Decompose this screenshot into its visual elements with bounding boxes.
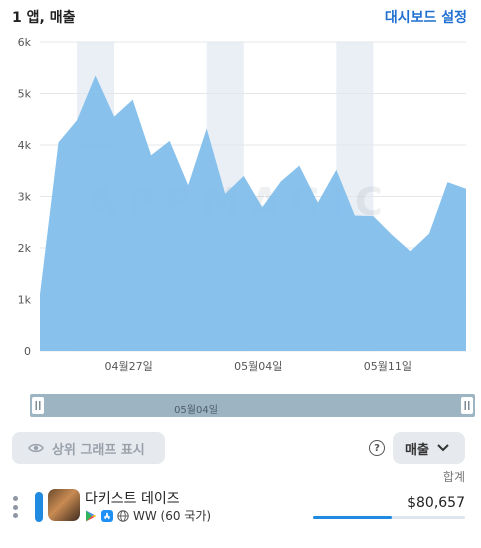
- y-tick-label: 2k: [18, 242, 32, 255]
- app-region: WW (60 국가): [133, 509, 212, 523]
- y-tick-label: 3k: [18, 191, 32, 204]
- range-handle-left-grip: [35, 401, 37, 410]
- y-tick-label: 0: [24, 345, 31, 358]
- app-row[interactable]: 다키스트 데이즈 WW (60 국가) $80,657: [0, 486, 481, 530]
- y-tick-label: 5k: [18, 88, 32, 101]
- range-handle-left-grip: [39, 401, 41, 410]
- show-top-graphs-button[interactable]: 상위 그래프 표시: [12, 432, 165, 464]
- show-top-graphs-label: 상위 그래프 표시: [52, 442, 145, 458]
- y-axis-labels: 0 1k 2k 3k 4k 5k 6k: [18, 36, 32, 358]
- page-title: 1 앱, 매출: [12, 10, 76, 26]
- header: 1 앱, 매출 대시보드 설정: [0, 0, 481, 34]
- app-revenue: $80,657: [407, 495, 465, 511]
- range-handle-right-grip: [464, 401, 466, 410]
- range-handle-right[interactable]: [461, 397, 473, 414]
- range-slider[interactable]: 05월04일: [30, 394, 475, 417]
- revenue-share-bar: [313, 516, 393, 519]
- y-tick-label: 1k: [18, 294, 32, 307]
- x-axis-labels: 04월27일 05월04일 05월11일: [104, 359, 412, 373]
- globe-icon: [117, 509, 129, 522]
- x-tick-label: 05월04일: [234, 359, 282, 373]
- metric-select-value: 매출: [405, 442, 429, 458]
- series-color-swatch[interactable]: [35, 492, 43, 522]
- total-column-header: 합계: [442, 470, 465, 484]
- app-store-icon: [101, 509, 113, 522]
- help-icon[interactable]: ?: [369, 440, 385, 456]
- y-tick-label: 6k: [18, 36, 32, 49]
- range-slider-label: 05월04일: [174, 404, 218, 416]
- range-slider-track[interactable]: [30, 394, 475, 417]
- chevron-down-icon: [437, 444, 449, 452]
- range-handle-right-grip: [468, 401, 470, 410]
- app-icon: [48, 489, 80, 521]
- x-tick-label: 04월27일: [104, 359, 152, 373]
- y-tick-label: 4k: [18, 139, 32, 152]
- google-play-icon: [86, 510, 97, 521]
- x-tick-label: 05월11일: [364, 359, 412, 373]
- eye-icon: [28, 443, 44, 453]
- drag-handle-icon[interactable]: [13, 496, 19, 518]
- metric-select[interactable]: 매출: [393, 432, 465, 464]
- app-name[interactable]: 다키스트 데이즈: [85, 491, 180, 507]
- revenue-area: [40, 75, 466, 351]
- range-handle-left[interactable]: [32, 397, 44, 414]
- dashboard-settings-link[interactable]: 대시보드 설정: [384, 10, 467, 26]
- app-meta: WW (60 국가): [85, 507, 211, 524]
